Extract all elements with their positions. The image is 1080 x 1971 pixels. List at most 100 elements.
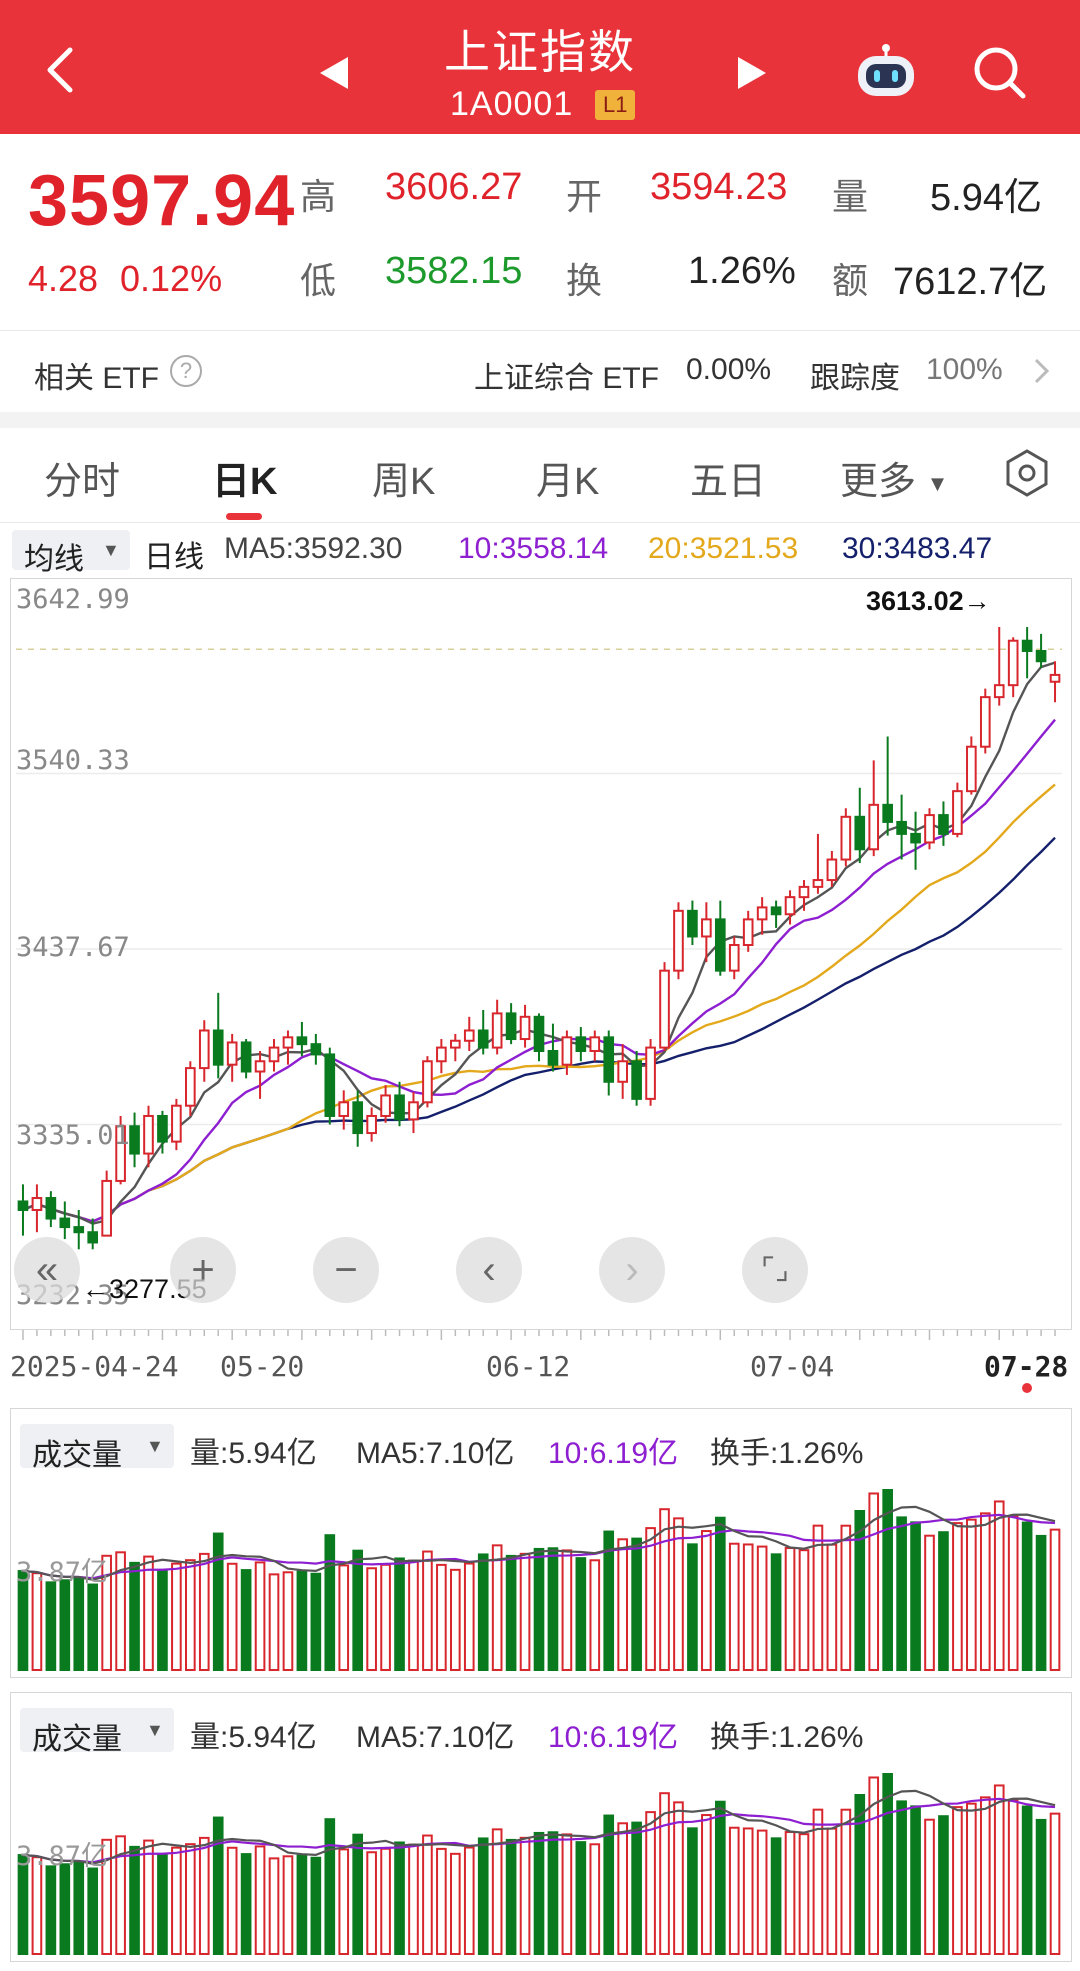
volume-bar [687, 1543, 698, 1671]
candle-body [770, 906, 782, 916]
candle-body [798, 885, 810, 899]
latest-date-dot [1022, 1383, 1032, 1393]
volume-bar [310, 1572, 322, 1671]
volume-bar [701, 1814, 712, 1955]
volume-bar [1049, 1812, 1061, 1955]
volume-bar [73, 1577, 85, 1671]
volume-value: 5.94亿 [930, 177, 1042, 219]
etf-name[interactable]: 上证综合 ETF [474, 362, 659, 395]
y-axis-label: 3335.01 [16, 1120, 130, 1151]
chart-settings-icon[interactable] [1002, 448, 1052, 498]
fullscreen-button[interactable]: ⌜⌟ [742, 1237, 808, 1303]
chevron-right-icon[interactable] [1032, 356, 1052, 386]
tab-timeshare[interactable]: 分时 [44, 461, 121, 503]
volume-bar [212, 1532, 224, 1672]
volume-bar [268, 1573, 280, 1671]
candle-body [449, 1039, 461, 1049]
search-icon[interactable] [972, 45, 1028, 101]
volume-bar [17, 1854, 29, 1955]
volume-turnover: 换手:1.26% [710, 1721, 864, 1754]
volume-bar [784, 1547, 796, 1671]
active-tab-indicator [226, 513, 262, 520]
tab-weekly-k[interactable]: 周K [372, 461, 436, 503]
volume-bar [366, 1567, 377, 1671]
candle-body [422, 1060, 433, 1104]
candle-body [687, 909, 698, 938]
candle-body [115, 1125, 126, 1182]
low-value: 3582.15 [385, 250, 523, 292]
tab-more[interactable]: 更多 ▼ [840, 450, 948, 505]
volume-bar [45, 1865, 57, 1955]
candle-body [463, 1029, 475, 1042]
candle-body [101, 1179, 112, 1237]
next-stock-icon[interactable] [736, 55, 768, 91]
ma-selector-label: 均线 [24, 543, 84, 576]
back-icon[interactable] [40, 45, 80, 95]
volume-bar [924, 1534, 935, 1671]
candle-body [826, 858, 838, 882]
volume-panel-frame[interactable] [10, 1692, 1072, 1962]
candle-body [966, 745, 977, 793]
candle-body [659, 969, 670, 1049]
scroll-left-button[interactable]: « [14, 1237, 80, 1303]
help-icon[interactable]: ? [170, 355, 202, 387]
caret-down-icon: ▼ [102, 540, 120, 560]
volume-bar [882, 1489, 893, 1671]
candle-body [324, 1053, 336, 1117]
volume-bar [157, 1854, 168, 1955]
robot-assistant-icon[interactable] [852, 42, 920, 102]
candle-body [714, 918, 726, 972]
volume-bar [589, 1843, 601, 1955]
pan-left-button[interactable]: ‹ [456, 1237, 522, 1303]
x-axis-label: 05-20 [220, 1350, 305, 1383]
volume-bar [561, 1833, 573, 1955]
indicator-selector[interactable]: 成交量 ▼ [20, 1424, 174, 1472]
tab-monthly-k[interactable]: 月K [536, 461, 600, 503]
volume-turnover: 换手:1.26% [710, 1437, 864, 1470]
indicator-selector-label: 成交量 [32, 1723, 122, 1756]
candle-body [436, 1046, 447, 1063]
candle-body [212, 1029, 224, 1066]
volume-bar [240, 1569, 252, 1671]
period-label: 日线 [144, 541, 204, 574]
kline-chart-frame[interactable] [10, 578, 1072, 1330]
double-chevron-left-icon: « [35, 1248, 59, 1292]
zoom-in-button[interactable]: + [170, 1237, 236, 1303]
volume-bar [436, 1563, 447, 1671]
volume-bar [394, 1557, 405, 1671]
volume-bar [742, 1543, 754, 1671]
volume-bar [1049, 1528, 1061, 1671]
candle-body [533, 1015, 545, 1053]
volume-bar [868, 1492, 880, 1672]
top-bar: 上证指数 1A0001 L1 [0, 0, 1080, 134]
candle-body [519, 1015, 531, 1041]
volume-ma10: 10:6.19亿 [548, 1721, 679, 1754]
volume-bar [129, 1561, 140, 1671]
volume-panel-frame[interactable] [10, 1408, 1072, 1678]
y-axis-label: 3642.99 [16, 584, 130, 615]
turnover-label: 换 [566, 260, 603, 301]
volume-bar [770, 1837, 782, 1955]
volume-bar [659, 1508, 670, 1671]
tab-daily-k[interactable]: 日K [212, 461, 278, 503]
candle-body [59, 1217, 71, 1229]
candle-body [840, 815, 852, 861]
high-label: 高 [300, 176, 337, 217]
volume-bar [282, 1855, 294, 1955]
volume-bar [547, 1547, 559, 1671]
candle-body [338, 1101, 350, 1117]
pan-right-button[interactable]: › [599, 1237, 665, 1303]
prev-stock-icon[interactable] [318, 55, 350, 91]
volume-bar [575, 1841, 587, 1955]
volume-bar [380, 1563, 391, 1671]
volume-bar [910, 1521, 921, 1671]
tab-five-day[interactable]: 五日 [690, 461, 767, 503]
volume-bar [742, 1827, 754, 1955]
volume-bar [631, 1537, 642, 1671]
ma-selector[interactable]: 均线 ▼ [12, 530, 130, 576]
indicator-selector[interactable]: 成交量 ▼ [20, 1708, 174, 1756]
zoom-out-button[interactable]: − [313, 1237, 379, 1303]
candle-body [645, 1046, 656, 1100]
candle-body [310, 1043, 322, 1056]
volume-bar [631, 1821, 642, 1955]
